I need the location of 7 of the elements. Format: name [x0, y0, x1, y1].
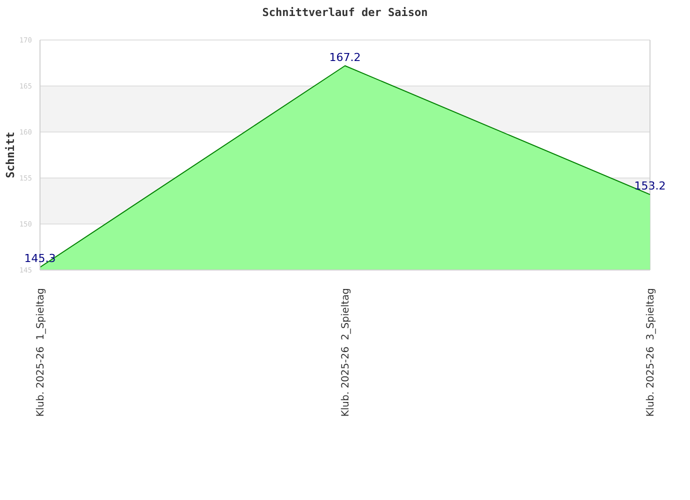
x-tick-label: Klub. 2025-26 3_Spieltag	[646, 288, 656, 417]
x-tick-label: Klub. 2025-26 1_Spieltag	[36, 288, 46, 417]
data-label: 153.2	[634, 180, 666, 193]
x-tick-label: Klub. 2025-26 2_Spieltag	[340, 288, 352, 417]
chart-title: Schnittverlauf der Saison	[261, 6, 429, 19]
y-axis-title: Schnitt	[4, 132, 17, 178]
data-label: 167.2	[329, 50, 361, 64]
